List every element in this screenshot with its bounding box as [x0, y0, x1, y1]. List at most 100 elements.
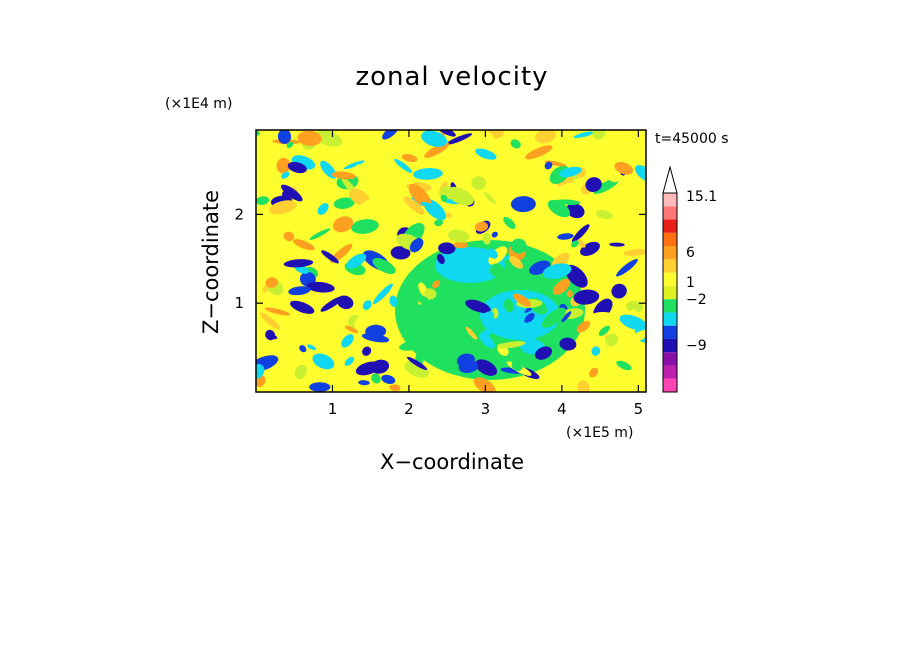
field-blob	[483, 191, 496, 205]
field-blob	[598, 325, 611, 336]
field-blob	[348, 188, 370, 206]
field-blob	[411, 287, 431, 308]
field-blob	[336, 295, 354, 310]
field-blob	[268, 200, 297, 215]
field-blob	[332, 379, 344, 391]
field-blob	[585, 177, 602, 193]
field-blob	[480, 328, 492, 339]
field-blob	[297, 130, 322, 146]
heatmap-blobs	[256, 130, 646, 392]
colorbar-max-arrow	[662, 165, 678, 194]
field-blob	[302, 331, 316, 344]
field-blob	[331, 171, 356, 180]
field-blob	[317, 203, 329, 215]
field-blob	[566, 175, 574, 184]
field-blob	[424, 142, 450, 158]
colorbar-swatch	[663, 272, 677, 286]
field-blob	[482, 232, 491, 245]
field-blob	[290, 300, 315, 314]
field-blob	[321, 250, 339, 264]
field-blob	[373, 283, 393, 305]
field-blob	[561, 311, 572, 323]
colorbar-swatch	[663, 352, 677, 366]
field-blob	[573, 289, 600, 305]
field-blob	[440, 194, 448, 203]
field-blob	[510, 139, 521, 149]
field-blob	[333, 216, 354, 233]
field-blob	[280, 184, 303, 202]
field-blob	[309, 382, 331, 392]
field-blob	[381, 374, 396, 385]
field-blob	[445, 342, 471, 351]
x-tick-label: 1	[328, 400, 338, 418]
field-blob	[525, 145, 553, 160]
colorbar-swatch	[663, 219, 677, 233]
field-blob	[292, 239, 315, 251]
colorbar-label: 1	[686, 275, 695, 291]
field-blob	[389, 384, 401, 392]
field-blob	[283, 231, 295, 242]
field-blob	[446, 133, 473, 145]
y-tick-label: 2	[234, 205, 244, 223]
field-blob	[497, 341, 526, 349]
colorbar-swatch	[663, 312, 677, 326]
field-blob	[306, 281, 335, 293]
colorbar-swatch	[663, 232, 677, 247]
field-blob	[277, 130, 292, 144]
field-blob	[576, 239, 586, 248]
field-blob	[508, 282, 519, 289]
field-blob	[342, 350, 349, 356]
field-blob	[310, 174, 325, 189]
field-blob	[489, 263, 504, 278]
field-blob	[478, 281, 495, 291]
field-blob	[542, 263, 572, 280]
field-blob	[571, 240, 579, 248]
field-blob	[534, 130, 557, 144]
field-blob	[409, 238, 424, 253]
field-blob	[465, 299, 491, 313]
colorbar-swatch	[663, 338, 677, 353]
field-blob	[478, 130, 496, 144]
colorbar-swatch	[663, 246, 677, 260]
field-blob	[589, 311, 614, 321]
field-blob	[544, 161, 553, 170]
field-blob	[344, 325, 359, 334]
field-blob	[421, 130, 448, 147]
field-blob	[491, 231, 498, 238]
field-blob	[267, 334, 278, 340]
field-blob	[510, 196, 536, 213]
field-blob	[629, 309, 637, 316]
field-blob	[475, 359, 498, 376]
field-blob	[371, 373, 381, 384]
plot-frame	[255, 129, 647, 393]
x-axis: 1 2 3 4 5	[328, 130, 643, 418]
field-blob	[346, 253, 367, 269]
colorbar-swatch	[663, 378, 677, 392]
field-blob	[558, 166, 582, 178]
field-blob	[503, 216, 516, 229]
field-blob	[609, 242, 625, 247]
field-blob	[448, 229, 470, 243]
field-blob	[333, 197, 355, 209]
field-blob	[623, 248, 646, 257]
field-blob	[259, 312, 281, 330]
field-blob	[256, 363, 265, 379]
field-blob	[394, 158, 413, 173]
field-blob	[382, 130, 399, 140]
field-blob	[595, 209, 613, 220]
field-blob	[521, 322, 533, 333]
x-tick-label: 2	[404, 400, 414, 418]
field-blob	[265, 277, 278, 288]
field-blob	[256, 196, 270, 205]
field-blob	[611, 283, 627, 299]
field-blob	[389, 295, 398, 307]
field-blob	[541, 307, 566, 328]
field-blob	[593, 178, 620, 194]
field-blob	[504, 298, 514, 313]
field-blob	[264, 307, 291, 316]
field-blob	[294, 364, 307, 379]
field-blob	[276, 157, 291, 174]
field-blob	[465, 326, 477, 340]
colorbar-label: 6	[686, 245, 695, 261]
